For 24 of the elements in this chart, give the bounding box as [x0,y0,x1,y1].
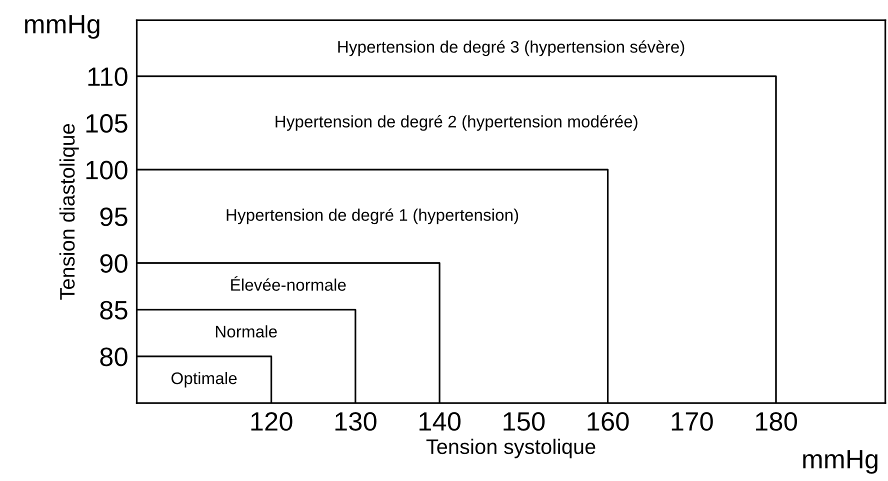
series-label: Élevée-normale [231,276,346,291]
y-axis-title: Tension diastolique [59,124,79,300]
annotation: Hypertension de degré 3 (hypertension sévère) [338,40,684,56]
y-tick-label: 85 [100,300,128,320]
x-tick-label: 160 [588,412,629,431]
y-tick-label: 100 [86,160,128,180]
x-axis-title: Tension systolique [426,438,596,458]
text: Hypertension de degré 2 (hypertension modérée) [276,115,638,131]
series-label: Normale [216,325,277,338]
x-tick-label: 180 [756,412,797,431]
y-tick-label: 80 [100,348,128,366]
x-tick-label: 170 [672,412,713,431]
x-tick-label: 120 [251,412,292,431]
y-tick-label: 110 [88,67,128,86]
series-label: Optimale [171,372,237,388]
text: mmHg [25,15,100,39]
y-tick-label: 95 [100,207,128,226]
x-tick-label: 140 [420,412,461,431]
y-tick-label: 105 [86,114,128,133]
y-tick-label: 90 [100,254,128,273]
text: mmHg [803,450,878,474]
x-tick-label: 130 [335,412,376,431]
text: Hypertension de degré 1 (hypertension) [226,208,518,224]
x-tick-label: 150 [504,412,545,431]
